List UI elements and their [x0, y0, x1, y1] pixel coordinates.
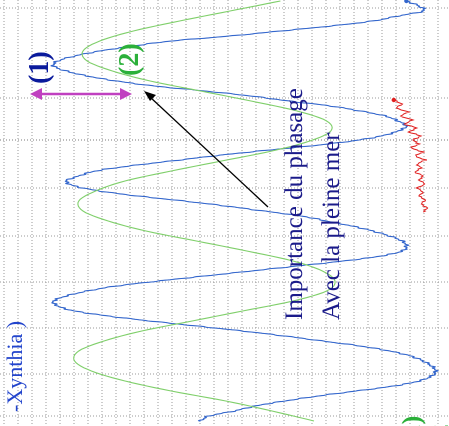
note-line-2: Avec la pleine mer	[318, 132, 345, 320]
label-2-top: (2)	[114, 43, 145, 76]
observed-start-marker	[404, 0, 409, 4]
range-arrow-head-right	[120, 88, 132, 100]
series-predicted-line	[73, 0, 336, 422]
series-layer	[50, 0, 440, 422]
residual-start-marker	[391, 97, 396, 103]
pointer-arrow-head	[144, 91, 156, 101]
series-residual-line	[393, 99, 429, 213]
range-arrow-head-left	[30, 88, 42, 100]
chart-title-fragment: -Xynthia )	[2, 321, 27, 412]
markers-layer	[391, 0, 409, 103]
pointer-arrow	[144, 91, 269, 208]
series-observed-line	[50, 0, 440, 422]
label-1-bottom: (1)	[397, 416, 426, 426]
pointer-arrow-shaft	[149, 96, 269, 208]
range-arrow	[30, 88, 132, 100]
note-line-1: Importance du phasage	[281, 88, 308, 320]
label-2-bottom: (2	[425, 424, 449, 426]
label-1-top: (1)	[24, 51, 55, 84]
